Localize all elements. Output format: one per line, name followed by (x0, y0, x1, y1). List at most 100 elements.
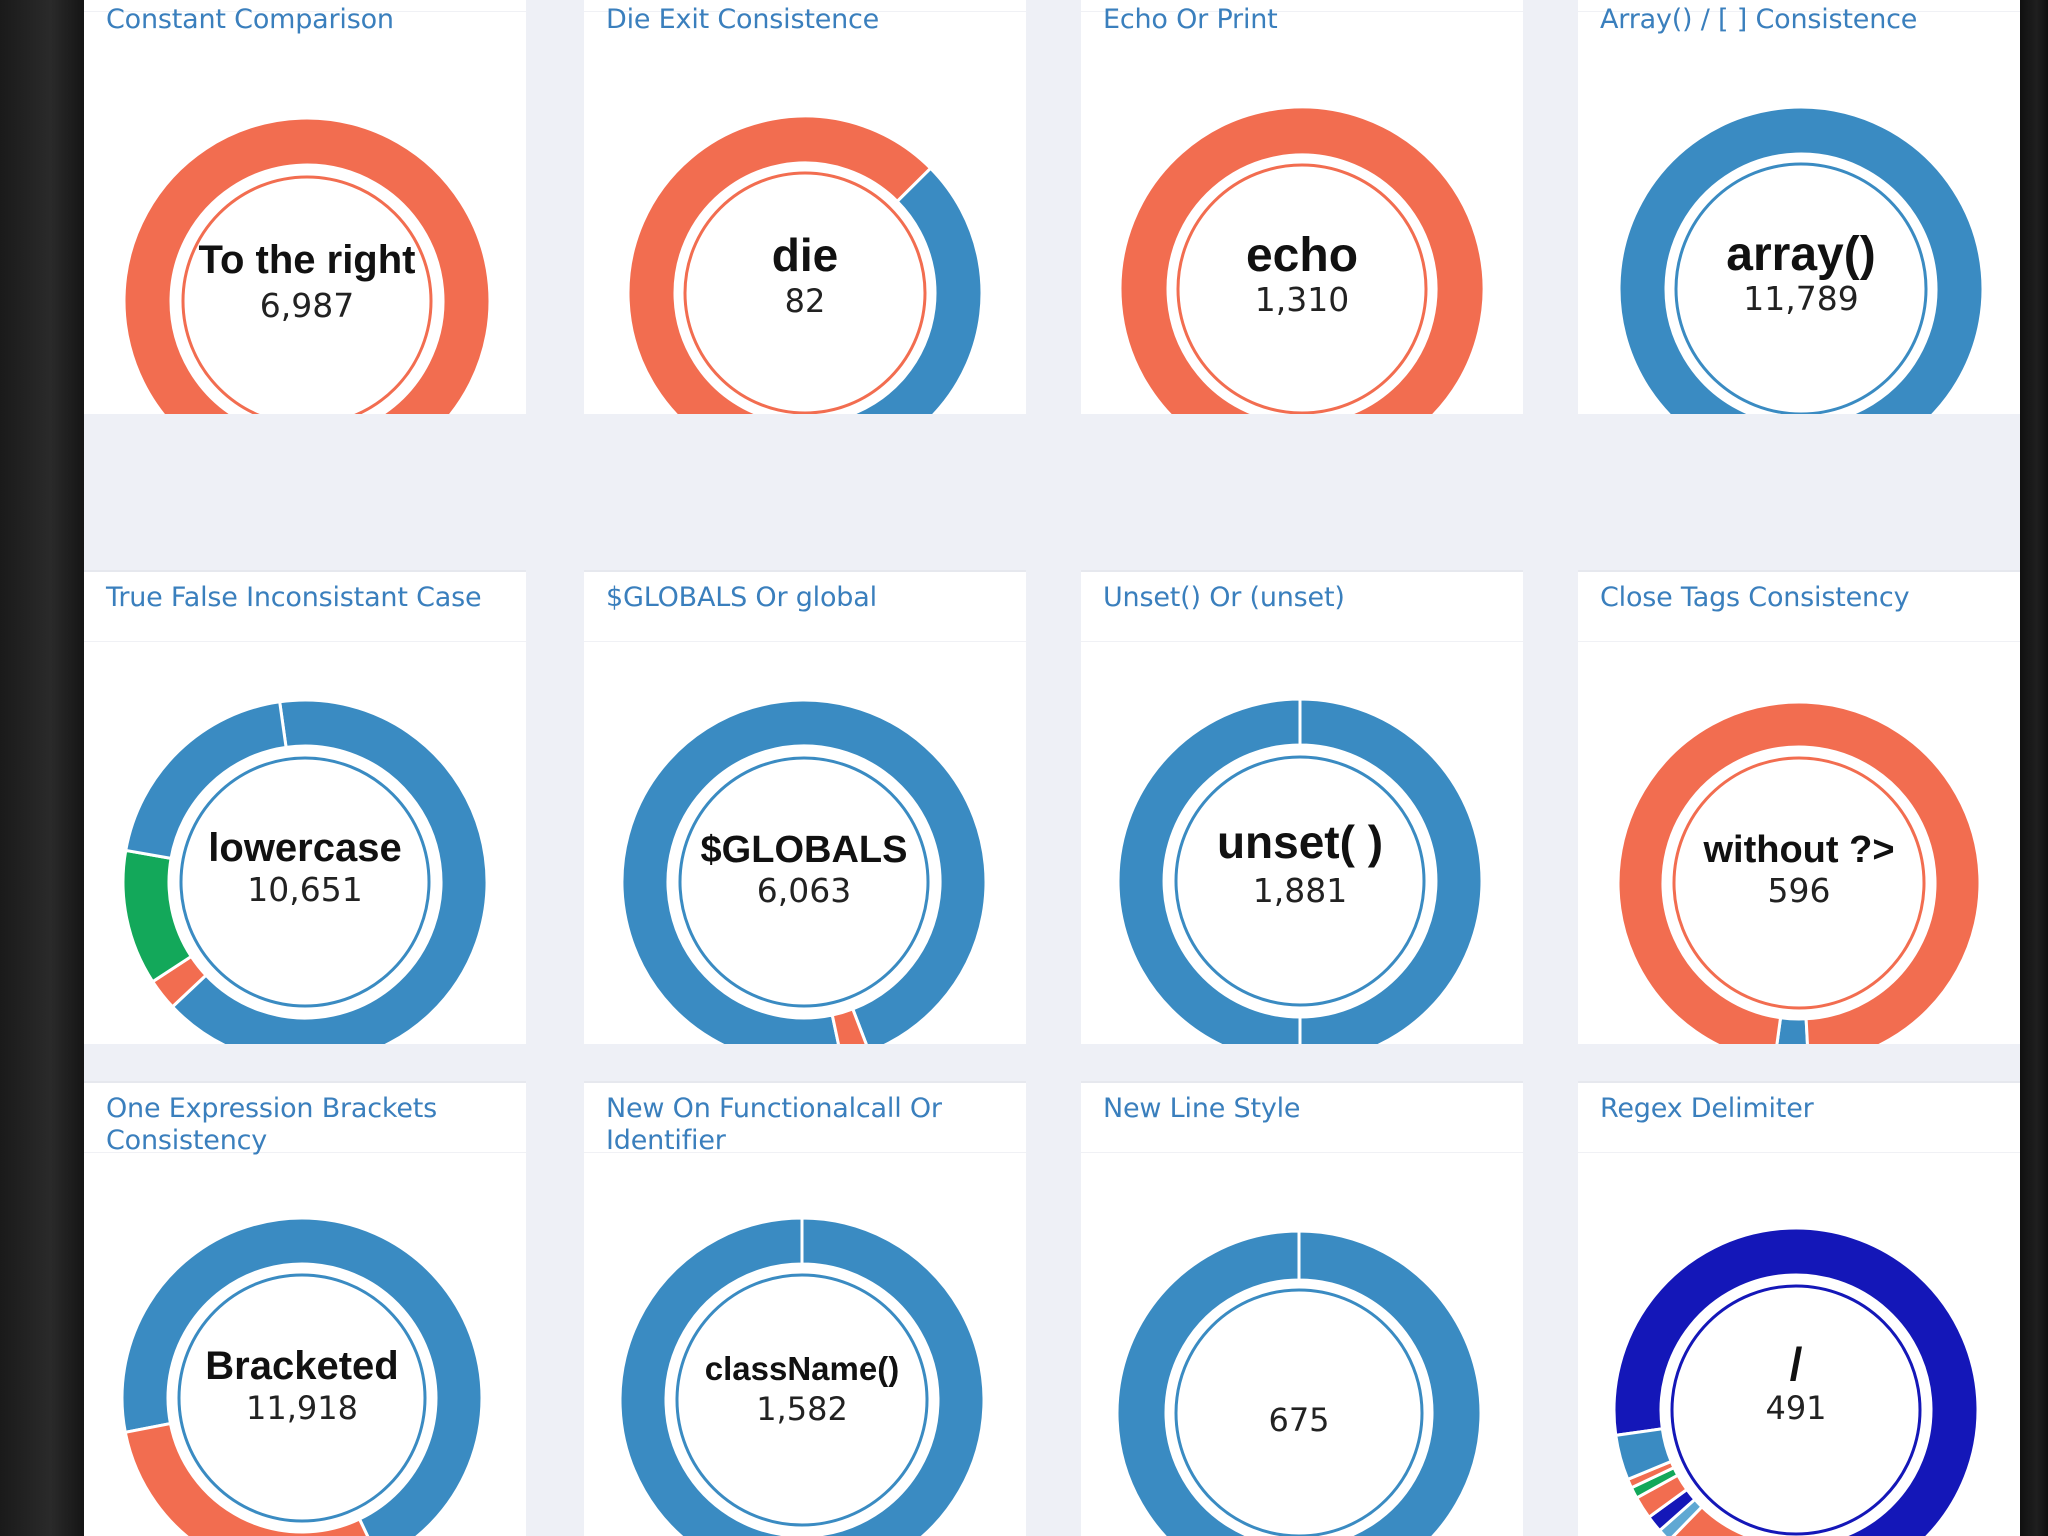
card-title[interactable]: Array() / [ ] Consistence (1600, 4, 1918, 35)
center-label: $GLOBALS (701, 829, 908, 871)
inner-ring (1672, 756, 1926, 1010)
chart-card-new-on-functionalcall-or-identifier: New On Functionalcall Or Identifier class… (584, 1081, 1026, 1536)
chart-card-unset-or-unset: Unset() Or (unset) unset( ) 1,881 (1081, 570, 1523, 1044)
center-value: 1,582 (756, 1390, 848, 1428)
donut-slice-0[interactable] (120, 1216, 484, 1536)
center-label: without ?> (1702, 829, 1894, 871)
center-value: 491 (1765, 1389, 1826, 1427)
card-title[interactable]: Echo Or Print (1103, 4, 1278, 35)
inner-ring (1176, 163, 1428, 414)
center-value: 675 (1268, 1401, 1329, 1439)
card-header: Regex Delimiter (1578, 1083, 2020, 1153)
donut-chart: 675 (1115, 1229, 1483, 1536)
inner-ring (1174, 755, 1426, 1007)
chart-card-true-false-inconsistant-case: True False Inconsistant Case lowercase 10,… (84, 570, 526, 1044)
chart-card-die-exit-consistence: Die Exit Consistence die 82 (584, 0, 1026, 414)
center-value: 1,310 (1255, 280, 1349, 319)
center-label: array() (1726, 228, 1875, 281)
center-value: 11,789 (1743, 279, 1858, 318)
center-label: To the right (199, 238, 416, 282)
inner-ring (1674, 162, 1928, 414)
donut-chart: unset( )1,881 (1116, 697, 1484, 1044)
chart-card-one-expression-brackets-consistency: One Expression Brackets Consistency Brack… (84, 1081, 526, 1536)
center-label: Bracketed (205, 1344, 398, 1388)
center-value: 11,918 (246, 1389, 358, 1427)
donut-slice-0[interactable] (620, 698, 988, 1044)
donut-slice-1[interactable] (1616, 700, 1982, 1044)
inner-ring (179, 756, 431, 1008)
donut-slice-1[interactable] (1116, 697, 1302, 1044)
card-header: True False Inconsistant Case (84, 572, 526, 642)
donut-slice-0[interactable] (1617, 105, 1985, 414)
card-title[interactable]: True False Inconsistant Case (106, 582, 482, 613)
inner-ring (181, 175, 433, 414)
card-title[interactable]: Regex Delimiter (1600, 1093, 1814, 1124)
donut-chart: /491 (1612, 1226, 1980, 1536)
center-value: 1,881 (1253, 871, 1347, 910)
donut-chart: without ?>596 (1616, 700, 1982, 1044)
center-value: 6,987 (260, 286, 354, 325)
card-title[interactable]: $GLOBALS Or global (606, 582, 877, 613)
donut-chart: className()1,582 (618, 1216, 986, 1536)
card-title[interactable]: Constant Comparison (106, 4, 394, 35)
card-header: New On Functionalcall Or Identifier (584, 1083, 1026, 1156)
center-label: unset( ) (1217, 816, 1383, 868)
center-label: echo (1246, 229, 1358, 282)
donut-slice-0[interactable] (170, 698, 489, 1044)
donut-slice-0[interactable] (1115, 1229, 1483, 1536)
card-title[interactable]: One Expression Brackets Consistency (106, 1093, 438, 1156)
donut-slice-0[interactable] (1612, 1226, 1980, 1536)
center-value: 10,651 (247, 870, 362, 909)
center-label: lowercase (208, 826, 401, 870)
card-title[interactable]: Unset() Or (unset) (1103, 582, 1345, 613)
card-title[interactable]: New Line Style (1103, 1093, 1301, 1124)
inner-ring (675, 1273, 929, 1527)
center-value: 82 (785, 282, 826, 320)
card-title[interactable]: Close Tags Consistency (1600, 582, 1910, 613)
card-header: Die Exit Consistence (584, 0, 1026, 35)
center-label: die (772, 229, 838, 281)
donut-slice-1[interactable] (799, 166, 984, 414)
card-header: Array() / [ ] Consistence (1578, 0, 2020, 35)
card-header: New Line Style (1081, 1083, 1523, 1153)
donut-chart: array()11,789 (1617, 105, 1985, 414)
dashboard-grid: Constant Comparison To the right 6,987 Die … (84, 0, 2020, 1536)
card-header: Echo Or Print (1081, 0, 1523, 35)
donut-slice-0[interactable] (618, 1216, 986, 1536)
card-title[interactable]: New On Functionalcall Or Identifier (606, 1093, 942, 1156)
chart-card-echo-or-print: Echo Or Print echo 1,310 (1081, 0, 1523, 414)
background-left (0, 0, 84, 1536)
donut-slice-1[interactable] (830, 1007, 869, 1044)
chart-card-array-consistence: Array() / [ ] Consistence array() 11,789 (1578, 0, 2020, 414)
center-label: className() (705, 1350, 899, 1387)
card-header: Close Tags Consistency (1578, 572, 2020, 642)
chart-card-new-line-style: New Line Style 675 (1081, 1081, 1523, 1536)
inner-ring (1670, 1284, 1922, 1536)
donut-slice-1[interactable] (122, 116, 492, 414)
inner-ring (678, 756, 930, 1008)
background-right (2020, 0, 2048, 1536)
chart-card-close-tags-consistency: Close Tags Consistency without ?> 596 (1578, 570, 2020, 1044)
card-title[interactable]: Die Exit Consistence (606, 4, 880, 35)
donut-chart: To the right 6,987 (122, 116, 492, 414)
card-header: Constant Comparison (84, 0, 526, 35)
center-value: 596 (1768, 871, 1831, 910)
donut-slice-1[interactable] (123, 1421, 379, 1536)
chart-card-globals-or-global: $GLOBALS Or global $GLOBALS 6,063 (584, 570, 1026, 1044)
center-label: / (1790, 1338, 1803, 1390)
donut-slice-8[interactable] (1614, 1427, 1674, 1482)
chart-card-constant-comparison: Constant Comparison To the right 6,987 (84, 0, 526, 414)
donut-slice-0[interactable] (1298, 697, 1484, 1044)
center-value: 6,063 (757, 871, 851, 910)
card-header: One Expression Brackets Consistency (84, 1083, 526, 1156)
donut-slice-1[interactable] (1118, 105, 1486, 414)
donut-slice-0[interactable] (626, 114, 933, 414)
donut-slice-3[interactable] (124, 700, 288, 861)
card-header: $GLOBALS Or global (584, 572, 1026, 642)
inner-ring (683, 171, 927, 414)
